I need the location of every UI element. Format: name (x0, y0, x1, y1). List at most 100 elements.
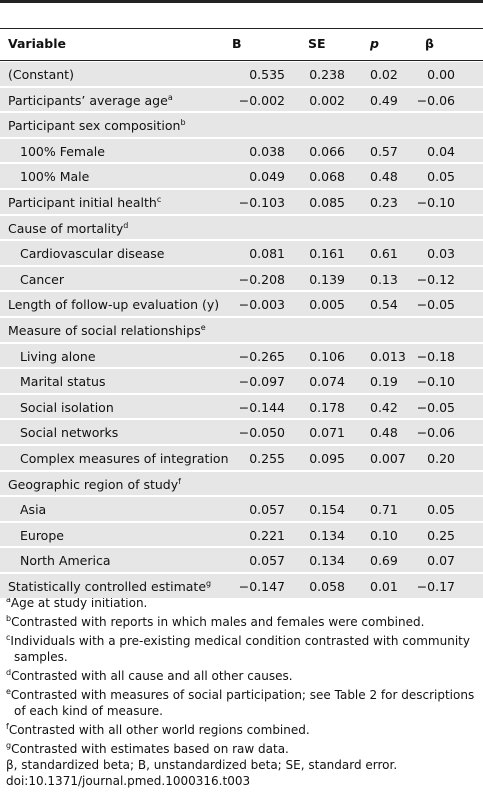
text: −0.06 (416, 425, 455, 441)
cell: 0.02 (370, 67, 398, 82)
row-label: Cause of mortalityd (8, 221, 128, 236)
row-label: Participants’ average agea (8, 93, 173, 108)
text: 0.081 (249, 246, 285, 262)
text: −0.17 (416, 579, 455, 594)
cell: 0.068 (309, 169, 345, 184)
text: β, standardized beta; B, unstandardized … (6, 758, 398, 772)
text: 0.61 (370, 246, 398, 262)
text: Cause of mortality (8, 220, 124, 236)
row-background (0, 215, 483, 240)
cell: 0.48 (370, 169, 398, 184)
cell: 0.20 (427, 451, 455, 466)
footnote: dContrasted with all cause and all other… (6, 665, 476, 684)
cell: −0.097 (239, 374, 285, 389)
row-label: Social isolation (20, 400, 114, 415)
row-label: 100% Female (20, 144, 105, 159)
row-background (0, 522, 483, 547)
cell: −0.12 (417, 272, 455, 287)
text: Marital status (20, 374, 106, 390)
row-label: 100% Male (20, 169, 89, 184)
row-background (0, 113, 483, 137)
text: 0.074 (309, 374, 345, 390)
column-header: β (425, 36, 434, 51)
cell: 0.057 (249, 553, 285, 568)
text: B (232, 36, 242, 51)
cell: 0.25 (427, 528, 455, 543)
cell: 0.057 (249, 502, 285, 517)
cell: 0.10 (370, 528, 398, 543)
text: −0.05 (416, 297, 455, 313)
cell: 0.085 (309, 195, 345, 210)
text: 0.48 (370, 425, 398, 441)
cell: 0.038 (249, 144, 285, 159)
text: 0.071 (309, 425, 345, 441)
text: 0.10 (370, 527, 398, 543)
row-background (0, 369, 483, 393)
text: −0.147 (238, 579, 285, 594)
abbreviations: β, standardized beta; B, unstandardized … (6, 757, 476, 773)
row-background (0, 343, 483, 368)
text: Individuals with a pre-existing medical … (10, 634, 470, 664)
footnote-mark: c (156, 195, 162, 204)
text: −0.144 (238, 399, 285, 415)
footnote-mark: e (200, 323, 206, 332)
column-header: p (370, 36, 379, 51)
cell: −0.003 (239, 297, 285, 312)
text: 0.005 (309, 297, 345, 313)
cell: 0.005 (309, 297, 345, 312)
text: 0.13 (370, 271, 398, 287)
text: 0.69 (370, 553, 398, 569)
cell: 0.095 (309, 451, 345, 466)
row-background (0, 471, 483, 496)
text: 0.23 (370, 195, 398, 210)
cell: 0.007 (370, 451, 406, 466)
text: Social networks (20, 425, 119, 441)
footnote-mark: b (180, 118, 186, 128)
cell: 0.03 (427, 246, 455, 261)
row-background (0, 241, 483, 265)
text: Measure of social relationships (8, 323, 201, 339)
text: Cancer (20, 271, 65, 287)
text: −0.002 (238, 92, 285, 108)
footnote: aAge at study initiation. (6, 592, 476, 611)
text: Contrasted with all cause and all other … (11, 669, 293, 683)
cell: −0.18 (417, 349, 455, 364)
text: Europe (20, 527, 64, 543)
cell: 0.01 (370, 579, 398, 594)
column-header: Variable (8, 36, 66, 51)
row-label: Statistically controlled estimateg (8, 579, 211, 594)
row-label: Measure of social relationshipse (8, 323, 206, 338)
footnote-mark: f (178, 476, 181, 486)
cell: 0.23 (370, 195, 398, 210)
row-label: Living alone (20, 349, 96, 364)
text: 0.71 (370, 502, 398, 518)
text: 0.255 (249, 451, 285, 466)
cell: −0.103 (239, 195, 285, 210)
text: 0.134 (309, 553, 345, 569)
cell: 0.074 (309, 374, 345, 389)
text: SE (308, 36, 326, 51)
footnote-mark: a (6, 595, 11, 604)
footnote: cIndividuals with a pre-existing medical… (6, 630, 476, 665)
text: −0.10 (416, 374, 455, 390)
cell: −0.10 (417, 374, 455, 389)
cell: 0.535 (249, 67, 285, 82)
footnote: gContrasted with estimates based on raw … (6, 738, 476, 757)
text: 0.07 (427, 553, 455, 569)
text: 0.002 (309, 92, 345, 108)
cell: −0.10 (417, 195, 455, 210)
cell: 0.154 (309, 502, 345, 517)
text: Participant sex composition (8, 118, 181, 134)
cell: 0.134 (309, 528, 345, 543)
cell: −0.17 (417, 579, 455, 594)
row-background (0, 394, 483, 419)
text: Asia (20, 502, 47, 518)
cell: 0.049 (249, 169, 285, 184)
text: Age at study initiation. (10, 596, 148, 610)
cell: 0.139 (309, 272, 345, 287)
text: 0.134 (309, 527, 345, 543)
text: (Constant) (8, 67, 74, 82)
text: Statistically controlled estimate (8, 579, 207, 595)
cell: 0.238 (309, 67, 345, 82)
